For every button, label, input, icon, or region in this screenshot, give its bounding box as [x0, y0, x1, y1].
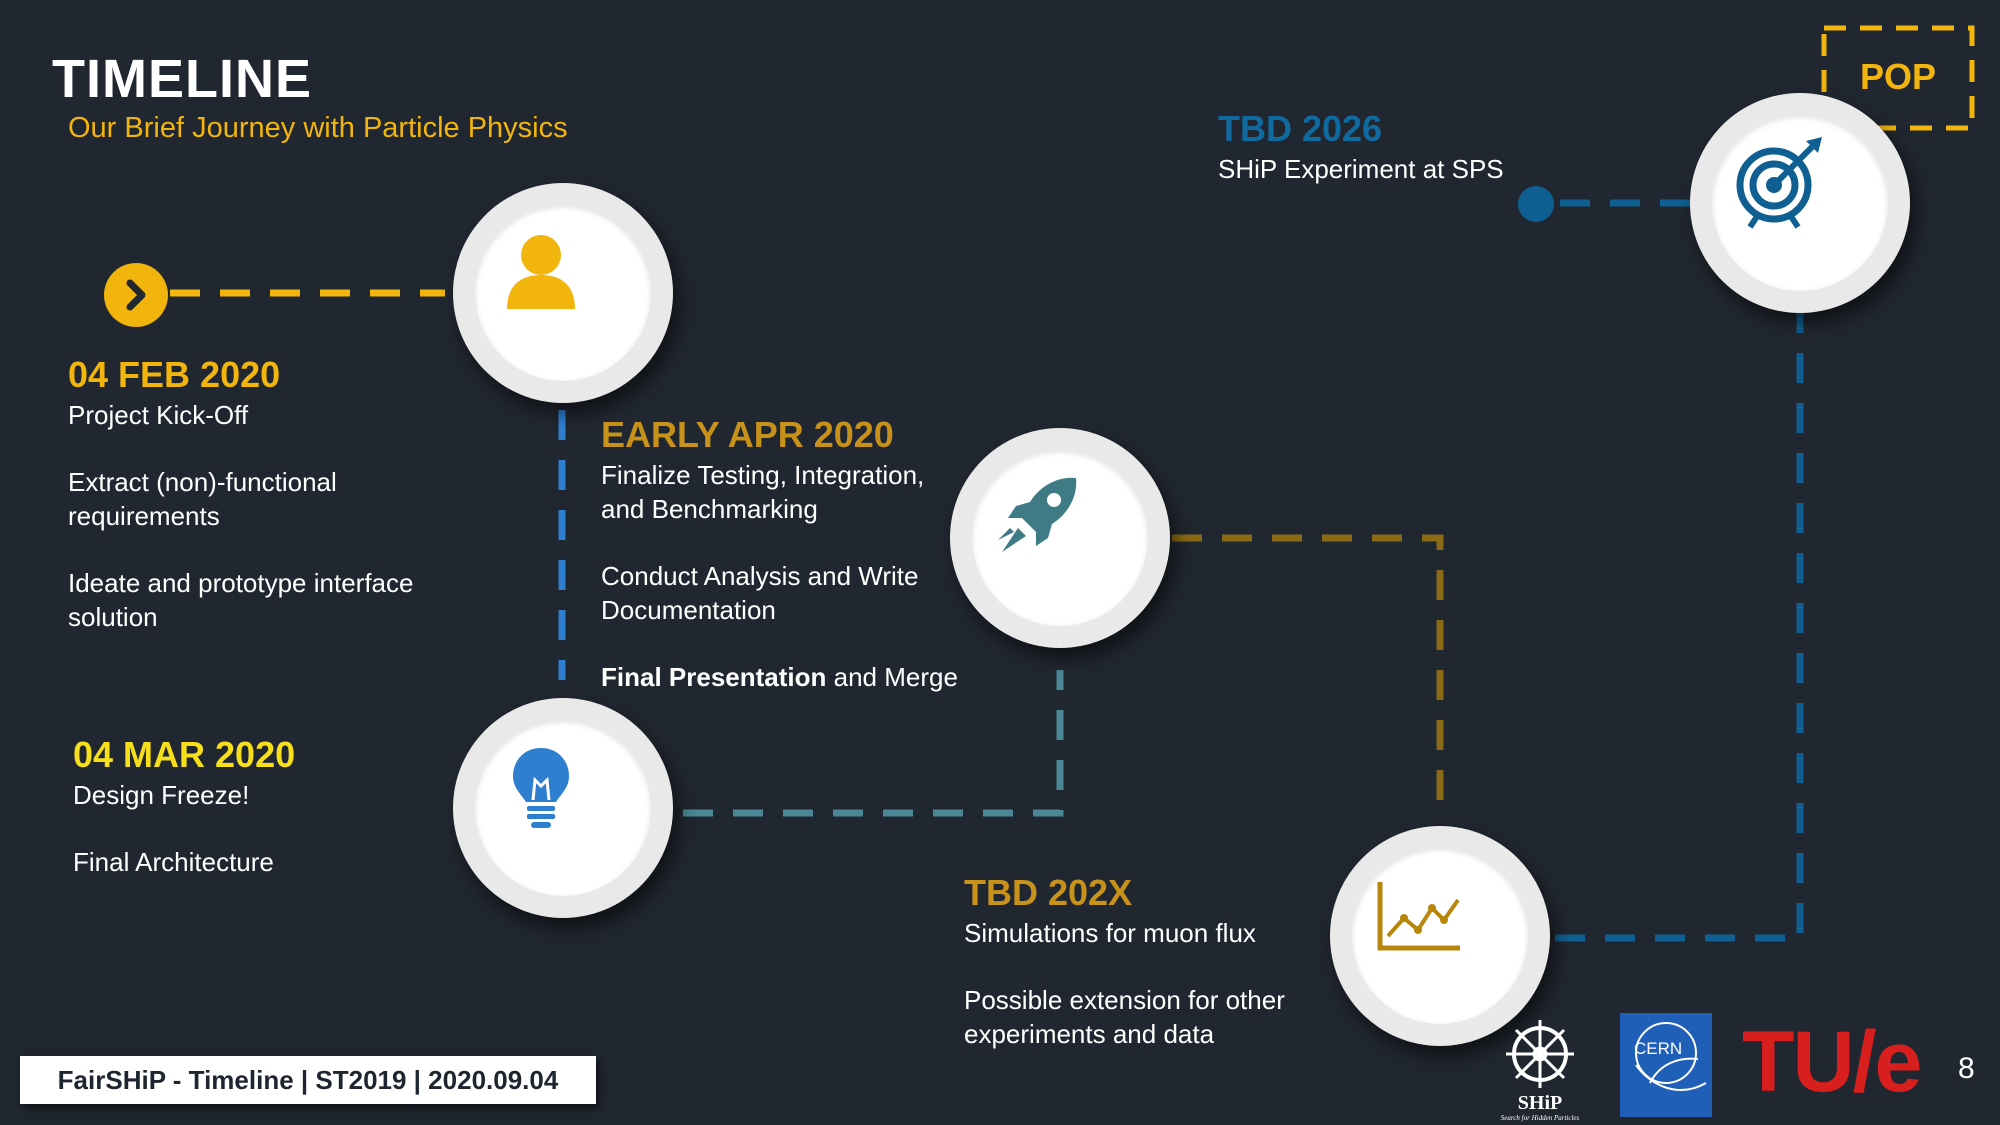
chevron-right-icon — [104, 263, 168, 327]
target-icon — [1736, 137, 1822, 229]
kickoff-line: Project Kick-Off — [68, 400, 249, 430]
april-line: Conduct Analysis and Write Documentation — [601, 561, 919, 625]
person-icon — [507, 235, 575, 309]
line-chart-icon — [1377, 882, 1460, 951]
kickoff-details: Project Kick-Off Extract (non)-functiona… — [68, 398, 468, 667]
ship-wheel-icon — [1506, 1020, 1574, 1088]
freeze-details: Design Freeze! Final Architecture — [73, 778, 453, 912]
ship-logo-tagline: Search for Hidden Particles — [1500, 1114, 1580, 1122]
april-final-bold: Final Presentation — [601, 662, 827, 692]
tbdx-line: Possible extension for other experiments… — [964, 985, 1285, 1049]
lightbulb-icon — [513, 748, 569, 828]
pop-box — [1821, 25, 1975, 131]
freeze-line: Design Freeze! — [73, 780, 250, 810]
april-date: EARLY APR 2020 — [601, 414, 894, 455]
cern-emblem-icon — [1635, 1022, 1707, 1091]
page-number: 8 — [1958, 1052, 1975, 1085]
ship-logo: SHiP Search for Hidden Particles — [1496, 1018, 1584, 1122]
april-line: Finalize Testing, Integration, and Bench… — [601, 460, 925, 524]
footer-bar: FairSHiP - Timeline | ST2019 | 2020.09.0… — [20, 1056, 596, 1104]
april-details: Finalize Testing, Integration, and Bench… — [601, 458, 1001, 727]
connector-tbdx-2026 — [1555, 308, 1804, 942]
freeze-date: 04 MAR 2020 — [73, 734, 296, 775]
kickoff-line: Ideate and prototype interface solution — [68, 568, 414, 632]
milestone-tbdx-circle — [1330, 826, 1550, 1046]
milestone-kickoff-circle — [453, 183, 673, 403]
tbdx-line: Simulations for muon flux — [964, 918, 1256, 948]
april-final-rest: and Merge — [826, 662, 958, 692]
page-title: TIMELINE — [52, 49, 312, 109]
tbd-2026-dot — [1518, 186, 1554, 222]
tbdx-details: Simulations for muon flux Possible exten… — [964, 916, 1324, 1084]
kickoff-date: 04 FEB 2020 — [68, 354, 281, 395]
tbd2026-date: TBD 2026 — [1218, 108, 1383, 149]
connector-freeze-april — [683, 670, 1064, 817]
freeze-line: Final Architecture — [73, 847, 274, 877]
april-final-line: Final Presentation and Merge — [601, 660, 1001, 694]
kickoff-line: Extract (non)-functional requirements — [68, 467, 337, 531]
milestone-freeze-circle — [453, 698, 673, 918]
tbd2026-details: SHiP Experiment at SPS — [1218, 152, 1598, 219]
milestone-2026-circle — [1690, 93, 1910, 313]
milestone-april-circle — [950, 428, 1170, 648]
cern-logo-text: CERN — [1634, 1039, 1683, 1058]
ship-logo-name: SHiP — [1517, 1092, 1563, 1114]
pop-label: POP — [1859, 56, 1937, 97]
tbdx-date: TBD 202X — [964, 872, 1133, 913]
tue-logo: TU/e — [1742, 1014, 1922, 1110]
connector-april-tbdx — [1172, 534, 1444, 810]
page-subtitle: Our Brief Journey with Particle Physics — [68, 112, 568, 144]
rocket-icon — [998, 477, 1077, 552]
cern-logo: CERN — [1620, 1013, 1712, 1117]
tbd2026-line: SHiP Experiment at SPS — [1218, 154, 1504, 184]
